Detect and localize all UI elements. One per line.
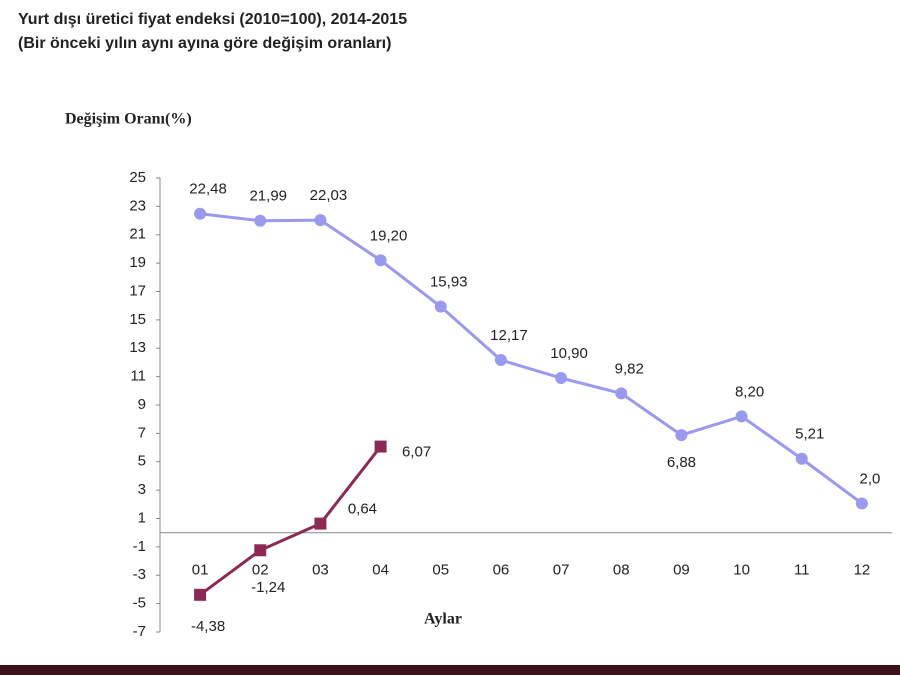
point [555, 372, 568, 385]
point [855, 497, 868, 510]
data-label: -4,38 [191, 618, 225, 635]
point [735, 410, 748, 423]
data-label: 8,20 [735, 383, 764, 400]
y-tick-label: 25 [129, 169, 146, 186]
y-tick-label: 1 [138, 509, 146, 526]
data-label: 15,93 [430, 274, 468, 291]
data-label: 9,82 [615, 360, 644, 377]
y-tick-label: 21 [129, 226, 146, 243]
point [434, 300, 447, 313]
data-label: 5,21 [795, 426, 824, 443]
y-tick-label: 3 [138, 481, 146, 498]
x-tick-label: 08 [613, 562, 630, 579]
y-tick-label: 9 [138, 396, 146, 413]
data-label: 22,03 [310, 187, 348, 204]
y-tick-label: -1 [133, 538, 146, 555]
point [194, 588, 207, 601]
y-tick-label: 19 [129, 254, 146, 271]
x-tick-label: 09 [673, 562, 690, 579]
series-line [199, 212, 863, 505]
x-tick-label: 10 [733, 562, 750, 579]
chart-title: Yurt dışı üretici fiyat endeksi (2010=10… [18, 11, 407, 28]
point [314, 214, 327, 227]
data-label: 6,07 [402, 444, 431, 461]
point [254, 544, 267, 557]
data-label: 10,90 [550, 345, 588, 362]
point [374, 254, 387, 267]
data-label: 21,99 [249, 188, 287, 205]
point [314, 517, 327, 530]
point [374, 440, 387, 453]
y-tick-label: -7 [133, 623, 146, 640]
data-label: 2,0 [859, 470, 880, 487]
y-tick-label: 5 [138, 453, 146, 470]
data-label: -1,24 [251, 579, 285, 596]
y-tick-label: -3 [133, 566, 146, 583]
point [795, 452, 808, 465]
y-tick-label: 23 [129, 197, 146, 214]
x-axis-title: Aylar [424, 611, 462, 628]
y-tick-label: 11 [130, 368, 146, 385]
data-label: 12,17 [490, 327, 528, 344]
data-label: 19,20 [370, 227, 408, 244]
chart-subtitle: (Bir önceki yılın aynı ayına göre değişi… [18, 35, 391, 52]
x-tick-label: 01 [192, 562, 209, 579]
data-label: 6,88 [667, 454, 696, 471]
data-label: 0,64 [348, 501, 377, 518]
x-tick-label: 04 [372, 562, 389, 579]
y-tick-label: -5 [133, 595, 146, 612]
x-tick-label: 12 [854, 562, 871, 579]
x-tick-label: 05 [432, 562, 449, 579]
x-tick-label: 03 [312, 562, 329, 579]
x-tick-label: 07 [553, 562, 570, 579]
y-tick-label: 7 [138, 424, 146, 441]
point [675, 429, 688, 442]
x-tick-label: 02 [252, 562, 269, 579]
point [254, 214, 267, 227]
series-line [199, 445, 382, 597]
y-axis-title: Değişim Oranı(%) [65, 111, 192, 128]
point [615, 387, 628, 400]
x-tick-label: 06 [493, 562, 510, 579]
bottom-strip [0, 665, 900, 675]
y-tick-label: 13 [129, 339, 146, 356]
y-tick-label: 15 [129, 311, 146, 328]
point [194, 207, 207, 220]
y-tick-label: 17 [129, 282, 146, 299]
point [494, 354, 507, 367]
x-tick-label: 11 [794, 562, 810, 579]
data-label: 22,48 [189, 181, 227, 198]
